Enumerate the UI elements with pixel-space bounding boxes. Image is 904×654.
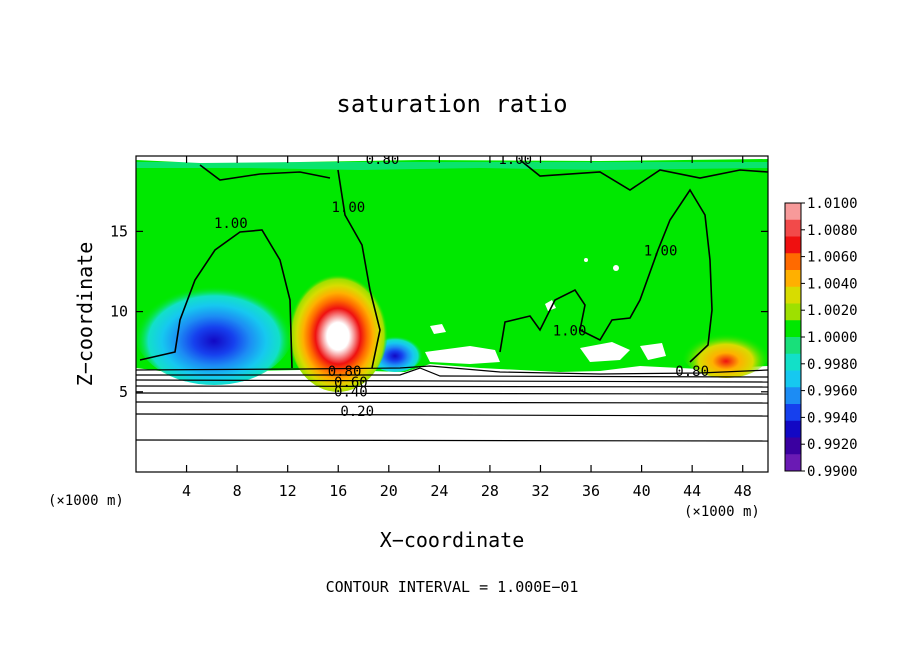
contour-line-1.00 — [337, 169, 381, 369]
y-tick-label: 10 — [110, 303, 128, 321]
y-tick-label: 15 — [110, 222, 128, 240]
dry-patch — [430, 324, 446, 334]
colorbar-swatch — [785, 420, 801, 438]
contour-line-0.60 — [136, 379, 768, 383]
contour-lines — [139, 159, 768, 369]
dry-top-strip — [136, 156, 768, 163]
colorbar-swatch — [785, 353, 801, 371]
colorbar-swatch — [785, 253, 801, 271]
contour-label: 1.00 — [644, 243, 678, 259]
colorbar-swatch — [785, 370, 801, 388]
colorbar-label: 0.9980 — [807, 357, 858, 373]
colorbar-swatch — [785, 203, 801, 221]
dry-patch — [425, 346, 500, 364]
contour-line-0.20 — [136, 413, 768, 417]
colorbar-label: 0.9940 — [807, 410, 858, 426]
colorbar-label: 1.0040 — [807, 276, 858, 292]
contour-line-0.80 — [136, 365, 768, 375]
x-axis-title: X−coordinate — [380, 528, 525, 552]
dry-patch — [584, 258, 588, 262]
x-tick-label: 32 — [531, 482, 549, 500]
x-unit-right: (×1000 m) — [684, 504, 760, 520]
contour-label: 0.80 — [675, 364, 709, 380]
plot-frame — [135, 155, 769, 473]
contour-label: 1.00 — [214, 216, 248, 232]
colorbar: 1.0100 1.0080 1.0060 1.0040 1.0020 1.0000 0.99… — [784, 196, 858, 480]
colorbar-swatch — [785, 236, 801, 254]
chart-title: saturation ratio — [336, 90, 567, 118]
colorbar-swatch — [785, 270, 801, 288]
colorbar-swatch — [785, 454, 801, 472]
contour-line-0.10 — [136, 439, 768, 442]
upper-moisture-band — [136, 162, 768, 170]
contour-label: 1.00 — [498, 152, 532, 168]
contour-label: 1.00 — [331, 200, 365, 216]
colorbar-label: 1.0060 — [807, 250, 858, 266]
x-tick-label: 24 — [430, 482, 448, 500]
colorbar-swatch — [785, 320, 801, 338]
colorbar-label: 1.0000 — [807, 330, 858, 346]
colorbar-label: 0.9920 — [807, 437, 858, 453]
x-tick-label: 4 — [182, 482, 191, 500]
y-axis-title: Z−coordinate — [73, 242, 97, 387]
colorbar-label: 0.9960 — [807, 384, 858, 400]
colorbar-swatch — [785, 303, 801, 321]
contour-line-0.40 — [136, 392, 768, 395]
x-tick-label: 40 — [633, 482, 651, 500]
colorbar-label: 1.0080 — [807, 223, 858, 239]
dry-patch — [613, 265, 619, 271]
y-tick-label: 5 — [119, 383, 128, 401]
contour-line-1.00 — [519, 159, 768, 191]
contour-label: 1.00 — [553, 324, 587, 340]
contour-line-0.50 — [136, 385, 768, 388]
x-tick-label: 12 — [279, 482, 297, 500]
contour-line-0.70 — [136, 367, 768, 378]
x-tick-label: 8 — [233, 482, 242, 500]
hot-cloud-core — [288, 268, 388, 392]
dry-patch — [640, 343, 666, 360]
colorbar-swatch — [785, 286, 801, 304]
contour-labels: 0.80 1.001.001.001.001.000.800.800.600.40… — [214, 152, 709, 420]
cold-region-left — [136, 275, 294, 385]
contour-label: 0.80 — [328, 364, 362, 380]
colorbar-swatch — [785, 387, 801, 405]
x-tick-label: 48 — [734, 482, 752, 500]
stratified-contours — [136, 365, 768, 442]
colorbar-swatch — [785, 404, 801, 422]
colorbar-label: 0.9900 — [807, 464, 858, 480]
contour-label: 0.60 — [334, 375, 368, 391]
y-axis-ticks: 5 10 15 — [110, 222, 768, 401]
x-tick-label: 28 — [481, 482, 499, 500]
colorbar-swatch — [785, 219, 801, 237]
x-tick-label: 20 — [380, 482, 398, 500]
x-axis-ticks: 4 8 12 16 20 24 28 32 36 40 44 48 — [182, 156, 752, 500]
contour-interval-note: CONTOUR INTERVAL = 1.000E−01 — [326, 578, 579, 596]
contour-line-1.00 — [139, 229, 293, 369]
plot-area: 0.80 1.001.001.001.001.000.800.800.600.40… — [136, 152, 768, 472]
warm-region-right — [681, 322, 768, 378]
contour-line-0.30 — [136, 401, 768, 404]
contour-label: 0.20 — [340, 404, 374, 420]
contour-label: 0.40 — [334, 385, 368, 401]
colorbar-label: 1.0020 — [807, 303, 858, 319]
contour-line-1.00 — [499, 188, 713, 363]
colorbar-label: 1.0100 — [807, 196, 858, 212]
colorbar-swatch — [785, 437, 801, 455]
colorbar-swatch — [785, 337, 801, 355]
x-tick-label: 44 — [683, 482, 701, 500]
x-unit-left: (×1000 m) — [48, 493, 124, 509]
contour-label: 0.80 — [366, 152, 400, 168]
x-tick-label: 36 — [582, 482, 600, 500]
contour-line-1.00 — [199, 164, 331, 181]
x-tick-label: 16 — [329, 482, 347, 500]
dry-patch — [580, 342, 630, 362]
